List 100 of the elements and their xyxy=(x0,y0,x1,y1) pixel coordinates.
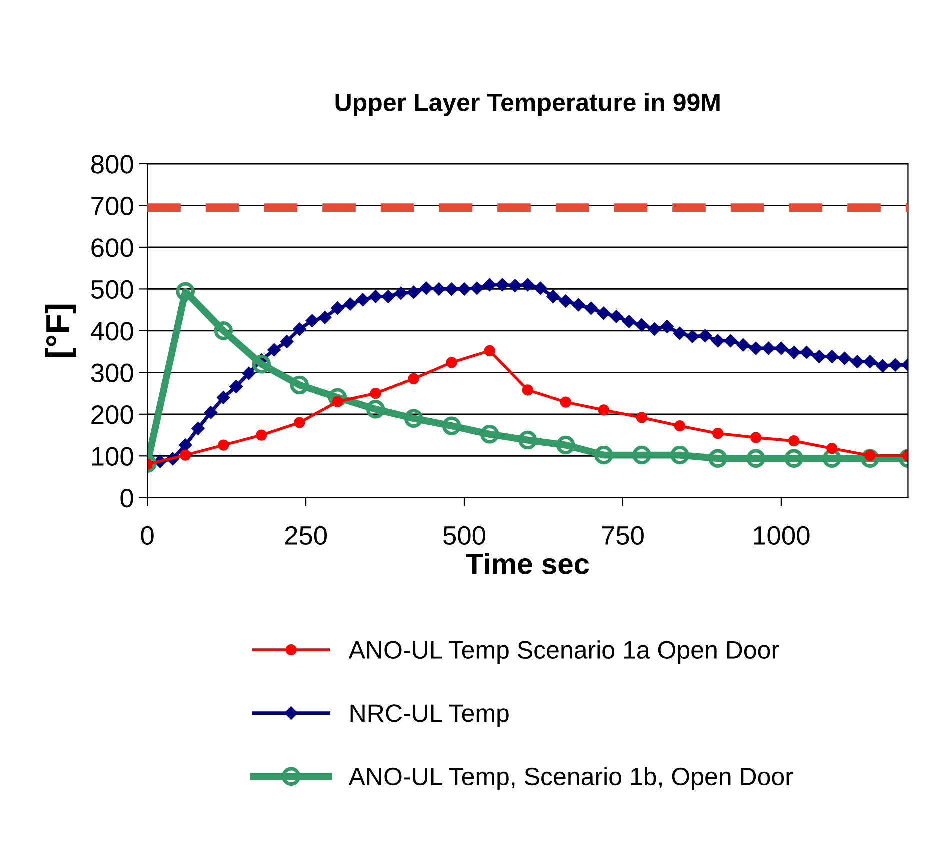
point xyxy=(712,428,724,440)
point xyxy=(559,294,573,308)
point xyxy=(217,391,230,404)
point xyxy=(888,358,902,372)
point xyxy=(750,432,762,444)
point xyxy=(242,366,256,380)
point xyxy=(774,342,788,356)
point xyxy=(826,443,838,454)
point xyxy=(610,310,624,324)
point xyxy=(407,286,420,300)
point xyxy=(597,306,611,320)
point xyxy=(370,388,382,400)
point xyxy=(556,436,576,455)
x-tick-label: 500 xyxy=(444,526,486,546)
point xyxy=(598,404,610,416)
y-tick-label: 300 xyxy=(91,364,134,382)
point xyxy=(318,310,332,324)
point xyxy=(442,416,462,436)
point xyxy=(404,409,424,428)
x-axis-title: Time sec xyxy=(466,553,590,574)
point xyxy=(293,322,306,336)
point xyxy=(331,302,344,315)
point xyxy=(635,318,649,332)
point xyxy=(670,446,690,465)
point xyxy=(176,282,195,302)
point xyxy=(674,420,686,432)
point xyxy=(394,286,408,300)
point xyxy=(876,359,890,373)
point xyxy=(508,279,522,292)
point xyxy=(408,373,420,384)
point xyxy=(230,380,243,394)
point xyxy=(180,450,192,461)
x-tick-label: 1000 xyxy=(754,526,810,546)
point xyxy=(572,298,586,312)
x-tick-label: 750 xyxy=(602,526,644,546)
point xyxy=(584,302,598,315)
point xyxy=(838,352,852,366)
point xyxy=(420,282,434,295)
point xyxy=(534,282,548,295)
point xyxy=(483,278,496,292)
point xyxy=(648,322,662,336)
point xyxy=(636,412,648,424)
point xyxy=(788,436,800,447)
y-tick-label: 400 xyxy=(90,322,134,341)
point xyxy=(306,314,319,328)
point xyxy=(366,400,386,419)
point xyxy=(711,334,725,348)
point xyxy=(432,282,446,296)
legend-label: ANO-UL Temp Scenario 1a Open Door xyxy=(348,640,780,664)
point xyxy=(192,422,205,436)
point xyxy=(214,322,233,340)
point xyxy=(290,376,310,395)
y-tick-label: 600 xyxy=(92,238,134,258)
point xyxy=(218,440,230,451)
y-tick-label: 0 xyxy=(120,489,134,508)
point xyxy=(522,384,534,396)
point xyxy=(686,330,700,344)
point xyxy=(344,298,357,311)
x-tick-label: 0 xyxy=(141,526,154,546)
point xyxy=(268,344,281,357)
point xyxy=(784,449,804,468)
point xyxy=(446,357,458,368)
point xyxy=(484,345,496,357)
point xyxy=(445,282,458,296)
point xyxy=(673,326,687,340)
point xyxy=(632,446,652,465)
y-tick-label: 100 xyxy=(92,447,134,466)
point xyxy=(822,449,842,468)
legend-label: ANO-UL Temp, Scenario 1b, Open Door xyxy=(348,767,794,791)
point xyxy=(204,406,218,420)
point xyxy=(518,430,538,450)
point xyxy=(826,350,839,364)
y-tick-label: 700 xyxy=(92,196,134,216)
point xyxy=(382,290,396,304)
point xyxy=(470,282,484,295)
point xyxy=(480,425,500,444)
point xyxy=(762,342,776,356)
point xyxy=(788,346,801,360)
point xyxy=(800,346,814,360)
point xyxy=(356,293,370,307)
y-tick-label: 500 xyxy=(91,280,134,300)
y-axis-title: [°F] xyxy=(45,304,76,358)
point xyxy=(179,438,192,452)
point xyxy=(521,278,534,292)
point xyxy=(708,449,728,468)
point xyxy=(698,329,712,343)
y-tick-label: 200 xyxy=(92,406,134,424)
point xyxy=(328,388,348,408)
point xyxy=(749,342,763,356)
point xyxy=(369,290,382,304)
point xyxy=(660,320,674,334)
point xyxy=(280,335,294,348)
point xyxy=(560,396,572,408)
point xyxy=(746,449,766,468)
x-tick-label: 250 xyxy=(285,526,328,546)
point xyxy=(736,338,750,352)
point xyxy=(864,355,877,368)
point xyxy=(622,315,636,328)
point xyxy=(724,334,738,348)
point xyxy=(546,290,560,304)
